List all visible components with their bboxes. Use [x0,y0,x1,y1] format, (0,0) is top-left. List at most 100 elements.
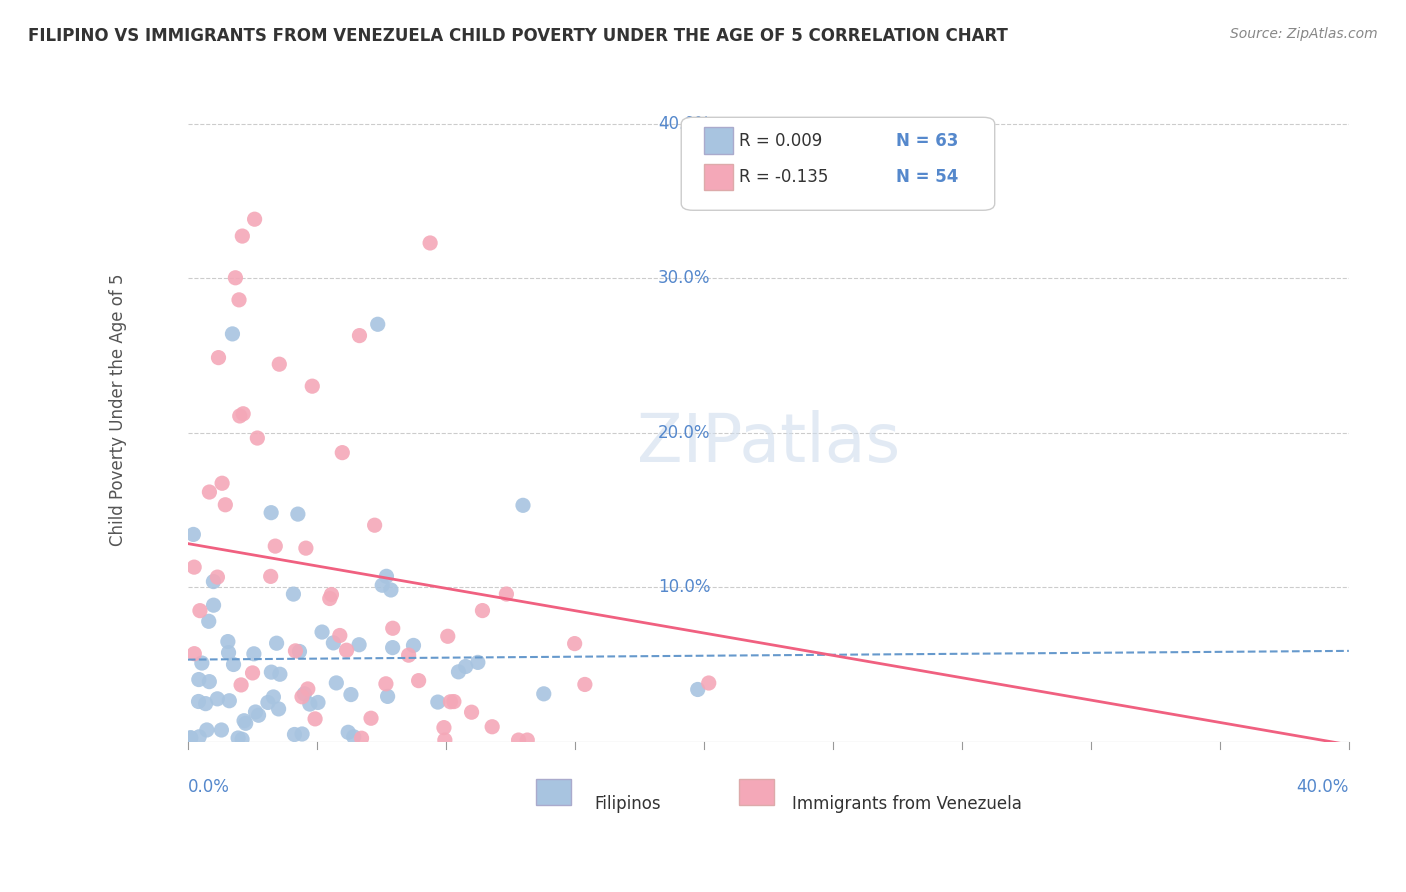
Point [330,445,353,459]
Point [697,676,720,690]
Point [350,731,373,746]
Point [242,665,264,680]
Point [304,712,326,726]
Point [224,270,246,285]
Point [283,727,305,741]
Point [260,569,283,583]
Point [247,708,270,723]
Point [191,656,214,670]
Point [495,587,517,601]
Point [194,697,217,711]
Point [243,647,266,661]
Point [298,697,321,711]
Point [402,639,425,653]
Point [246,431,269,445]
Point [233,714,256,728]
Text: R = 0.009: R = 0.009 [740,131,823,150]
Point [231,229,253,244]
Point [207,691,229,706]
Point [443,695,465,709]
Point [349,328,371,343]
Point [433,733,456,747]
Point [198,674,221,689]
Point [295,541,318,556]
Point [228,293,250,307]
Point [245,705,267,719]
Text: 30.0%: 30.0% [658,269,710,287]
Point [398,648,420,662]
Text: 40.0%: 40.0% [1296,778,1348,797]
Point [288,644,311,658]
Point [180,731,202,745]
Point [533,687,555,701]
Point [188,604,211,618]
Point [686,682,709,697]
Point [322,636,344,650]
Point [321,588,343,602]
Point [377,690,399,704]
Point [433,721,456,735]
Point [381,640,404,655]
Point [516,733,538,747]
Point [454,659,477,673]
Point [307,696,329,710]
Point [214,498,236,512]
Text: 40.0%: 40.0% [658,115,710,133]
Point [343,730,366,744]
Point [311,625,333,640]
Point [207,570,229,584]
Point [367,318,389,332]
Point [211,476,233,491]
Point [209,723,232,737]
Text: N = 54: N = 54 [896,168,959,186]
Point [262,690,284,704]
Point [187,694,209,708]
Point [347,638,370,652]
Point [374,677,396,691]
Text: R = -0.135: R = -0.135 [740,168,828,186]
Point [229,409,252,423]
Point [269,667,291,681]
Point [180,731,202,745]
Point [217,634,239,648]
Point [226,731,249,745]
Point [375,569,398,583]
FancyBboxPatch shape [536,780,571,805]
Point [408,673,430,688]
Point [439,695,461,709]
Point [287,507,309,521]
Point [512,499,534,513]
Point [283,587,305,601]
Point [297,681,319,696]
Point [419,235,441,250]
Point [291,727,314,741]
Point [360,711,382,725]
Point [221,326,243,341]
Point [183,647,205,661]
Point [564,637,586,651]
FancyBboxPatch shape [740,780,775,805]
Point [381,621,404,635]
Point [183,527,205,541]
Point [292,687,315,701]
Point [380,582,402,597]
FancyBboxPatch shape [682,117,994,211]
Text: 20.0%: 20.0% [658,424,710,442]
Text: N = 63: N = 63 [896,131,959,150]
Point [197,615,219,629]
Point [188,730,211,744]
FancyBboxPatch shape [704,164,734,190]
Point [207,351,229,365]
Point [340,688,363,702]
Point [447,665,470,679]
Point [218,646,240,660]
Point [371,578,394,592]
Point [235,716,257,731]
Point [202,574,225,589]
Text: Immigrants from Venezuela: Immigrants from Venezuela [792,795,1021,813]
FancyBboxPatch shape [704,128,734,153]
Point [284,644,307,658]
Point [266,636,288,650]
Point [508,733,530,747]
Point [335,643,357,657]
